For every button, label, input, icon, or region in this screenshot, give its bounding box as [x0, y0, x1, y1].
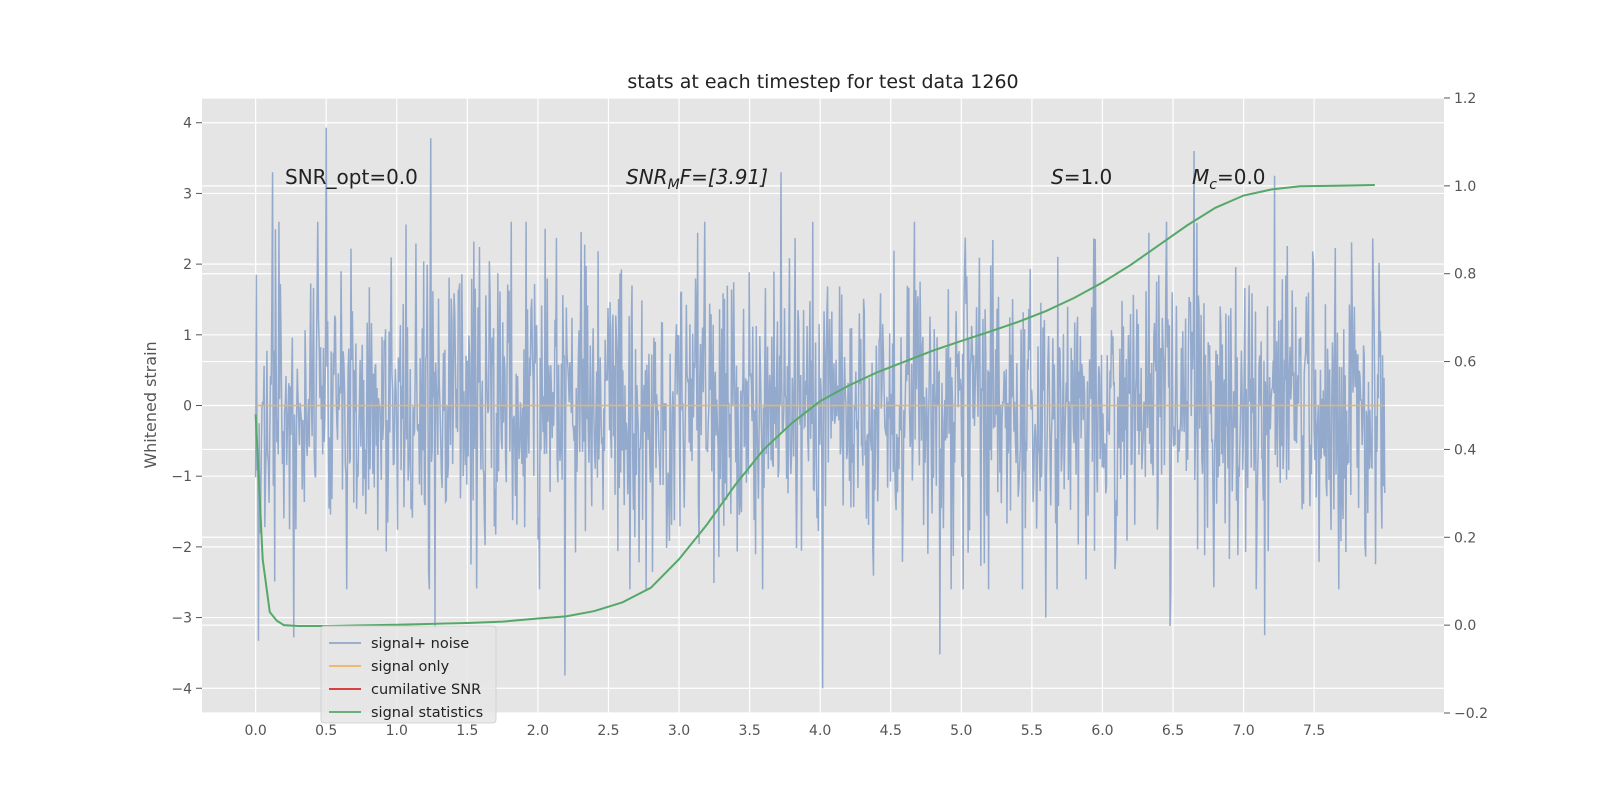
y-tick-label: 2 [183, 257, 192, 273]
y2-tick-label: 0.0 [1454, 618, 1476, 634]
x-tick-label: 7.5 [1303, 723, 1325, 739]
signal-noise-series [254, 127, 1386, 689]
y-tick-label: 0 [183, 399, 192, 415]
chart-title: stats at each timestep for test data 126… [627, 71, 1018, 93]
y-tick-label: 1 [183, 328, 192, 344]
y-axis-label: Whitened strain [141, 341, 160, 468]
signal-statistics-series [254, 183, 1375, 628]
x-tick-label: 4.5 [880, 723, 902, 739]
x-tick-label: 5.5 [1021, 723, 1043, 739]
annotation-snr-mf: SNRMF=[3.91] [626, 165, 768, 193]
legend-label: cumilative SNR [371, 682, 481, 698]
x-tick-label: 1.5 [456, 723, 478, 739]
annotation-s: S=1.0 [1051, 165, 1112, 189]
y2-tick-label: 1.2 [1454, 91, 1476, 107]
x-tick-label: 3.0 [668, 723, 690, 739]
legend: signal+ noise signal only cumilative SNR si… [320, 625, 497, 724]
legend-label: signal statistics [371, 705, 483, 721]
y2-tick-label: 0.8 [1454, 267, 1476, 283]
y2-tick-label: 0.4 [1454, 442, 1476, 458]
x-tick-label: 2.5 [597, 723, 619, 739]
x-tick-label: 6.5 [1162, 723, 1184, 739]
annotation-mc: Mc=0.0 [1192, 165, 1266, 193]
x-tick-label: 7.0 [1232, 723, 1254, 739]
y-tick-label: −4 [171, 681, 192, 697]
y-tick-label: −3 [171, 611, 192, 627]
x-tick-label: 6.0 [1091, 723, 1113, 739]
y2-tick-label: −0.2 [1454, 706, 1488, 722]
y-tick-label: 3 [183, 186, 192, 202]
y2-tick-label: 0.6 [1454, 355, 1476, 371]
axes: 0.0 0.5 1.0 1.5 2.0 2.5 3.0 3.5 4.0 4.5 5.0 5.5 6.0 6… [171, 91, 1488, 739]
x-tick-label: 2.0 [527, 723, 549, 739]
x-tick-label: 5.0 [950, 723, 972, 739]
legend-label: signal+ noise [371, 636, 469, 652]
y-tick-label: −1 [171, 469, 192, 485]
x-tick-label: 3.5 [738, 723, 760, 739]
annotation-snr-opt: SNR_opt=0.0 [285, 165, 418, 189]
y-tick-label: 4 [183, 116, 192, 132]
y-tick-label: −2 [171, 540, 192, 556]
y2-tick-label: 1.0 [1454, 179, 1476, 195]
signal-statistics-line [254, 183, 1375, 628]
y2-tick-label: 0.2 [1454, 530, 1476, 546]
legend-box [320, 625, 497, 724]
legend-label: signal only [371, 659, 450, 675]
x-tick-label: 4.0 [809, 723, 831, 739]
signal-noise-line [254, 127, 1386, 689]
x-tick-label: 0.0 [244, 723, 266, 739]
x-tick-label: 1.0 [386, 723, 408, 739]
x-tick-label: 0.5 [315, 723, 337, 739]
